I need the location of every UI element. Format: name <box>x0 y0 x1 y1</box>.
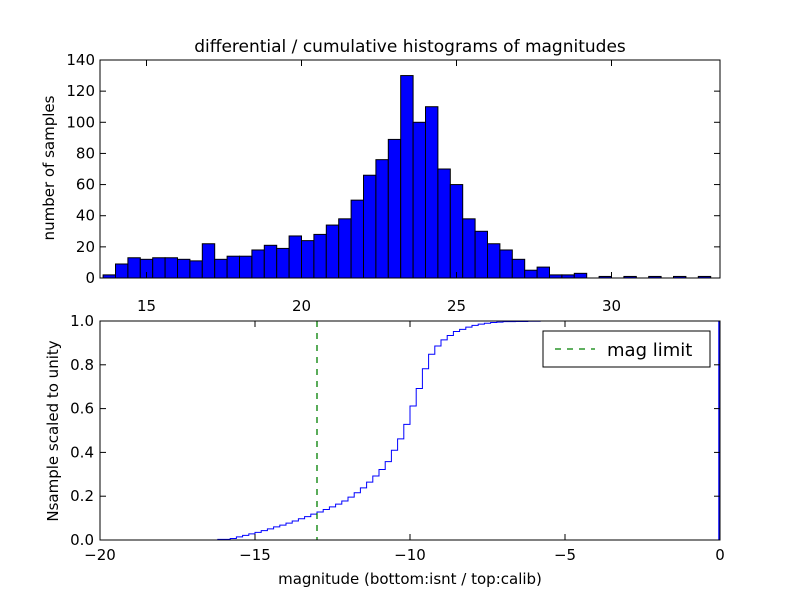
top-histogram-panel: differential / cumulative histograms of … <box>40 37 721 315</box>
top-y-tick-label: 40 <box>76 207 95 225</box>
histogram-bar <box>511 258 526 279</box>
histogram-bar <box>164 257 179 279</box>
bottom-plot-frame <box>99 320 721 541</box>
histogram-bar <box>449 184 464 279</box>
histogram-bar <box>152 257 166 279</box>
top-y-tick-label: 80 <box>76 144 95 162</box>
top-y-tick-label: 60 <box>76 176 95 194</box>
legend-box <box>542 330 711 368</box>
legend: mag limit <box>542 330 711 368</box>
top-plot-frame <box>99 59 721 279</box>
bottom-y-tick-label: 0.8 <box>70 356 94 374</box>
top-axis-ticks: 15 20 25 30 0 20 40 60 80 100 120 140 <box>66 51 720 315</box>
top-y-axis-label: number of samples <box>40 95 58 240</box>
top-y-tick-label: 0 <box>85 269 95 287</box>
bottom-x-tick-label: −20 <box>84 546 116 564</box>
top-x-tick-label: 15 <box>137 297 156 315</box>
bottom-y-tick-label: 0.6 <box>70 400 94 418</box>
histogram-bar <box>363 174 377 279</box>
bottom-x-tick-label: −15 <box>239 546 271 564</box>
histogram-bar <box>226 255 241 279</box>
histogram-bar <box>375 159 389 279</box>
cumulative-plot-lines <box>100 320 720 541</box>
top-y-tick-label: 20 <box>76 238 95 256</box>
bottom-cumulative-panel: magnitude (bottom:isnt / top:calib) Nsam… <box>44 312 725 588</box>
histogram-bar <box>338 218 352 279</box>
histogram-bar <box>127 257 141 279</box>
histogram-bar <box>437 168 451 279</box>
bottom-x-tick-label: 0 <box>715 546 725 564</box>
histogram-bar <box>462 218 476 279</box>
histogram-bar <box>239 255 253 279</box>
top-y-tick-label: 140 <box>66 51 95 69</box>
histogram-bar <box>524 269 538 279</box>
top-x-tick-label: 25 <box>447 297 466 315</box>
histogram-bar <box>313 233 327 279</box>
histogram-bar <box>263 244 278 279</box>
histogram-bar <box>115 263 129 279</box>
histogram-bar <box>412 121 427 279</box>
bottom-y-axis-label: Nsample scaled to unity <box>44 340 62 521</box>
histogram-bar <box>499 249 513 279</box>
histogram-bar <box>400 75 414 279</box>
cumulative-step-line <box>100 320 720 541</box>
bottom-x-tick-label: −10 <box>394 546 426 564</box>
histogram-bar <box>536 266 550 279</box>
top-y-tick-label: 120 <box>66 82 95 100</box>
histogram-bar <box>487 243 501 279</box>
histogram-bar <box>214 258 228 279</box>
bottom-y-tick-label: 0.2 <box>70 487 94 505</box>
top-x-tick-label: 30 <box>602 297 621 315</box>
legend-label: mag limit <box>607 340 692 361</box>
histogram-bar <box>474 230 489 279</box>
bottom-axis-ticks: −20 −15 −10 −5 0 0.0 0.2 0.4 0.6 0.8 1.0 <box>70 312 725 564</box>
bottom-y-tick-label: 0.4 <box>70 443 94 461</box>
histogram-bar <box>301 240 315 279</box>
histogram-bar <box>425 106 439 279</box>
histogram-bar <box>201 243 216 279</box>
bottom-y-tick-label: 1.0 <box>70 312 94 330</box>
histogram-bar <box>177 258 191 279</box>
histogram-bar <box>276 247 290 279</box>
top-y-tick-label: 100 <box>66 113 95 131</box>
histogram-bar <box>573 272 588 279</box>
histogram-bar <box>387 138 402 279</box>
bottom-x-tick-label: −5 <box>554 546 576 564</box>
top-chart-title: differential / cumulative histograms of … <box>194 37 626 57</box>
bottom-x-axis-label: magnitude (bottom:isnt / top:calib) <box>278 570 542 588</box>
histogram-bar <box>350 199 365 279</box>
top-x-tick-label: 20 <box>292 297 311 315</box>
histogram-bar <box>189 260 203 279</box>
histogram-bar <box>325 224 340 279</box>
histogram-bar <box>251 249 265 279</box>
bottom-y-tick-label: 0.0 <box>70 531 94 549</box>
histogram-bar <box>288 235 303 279</box>
